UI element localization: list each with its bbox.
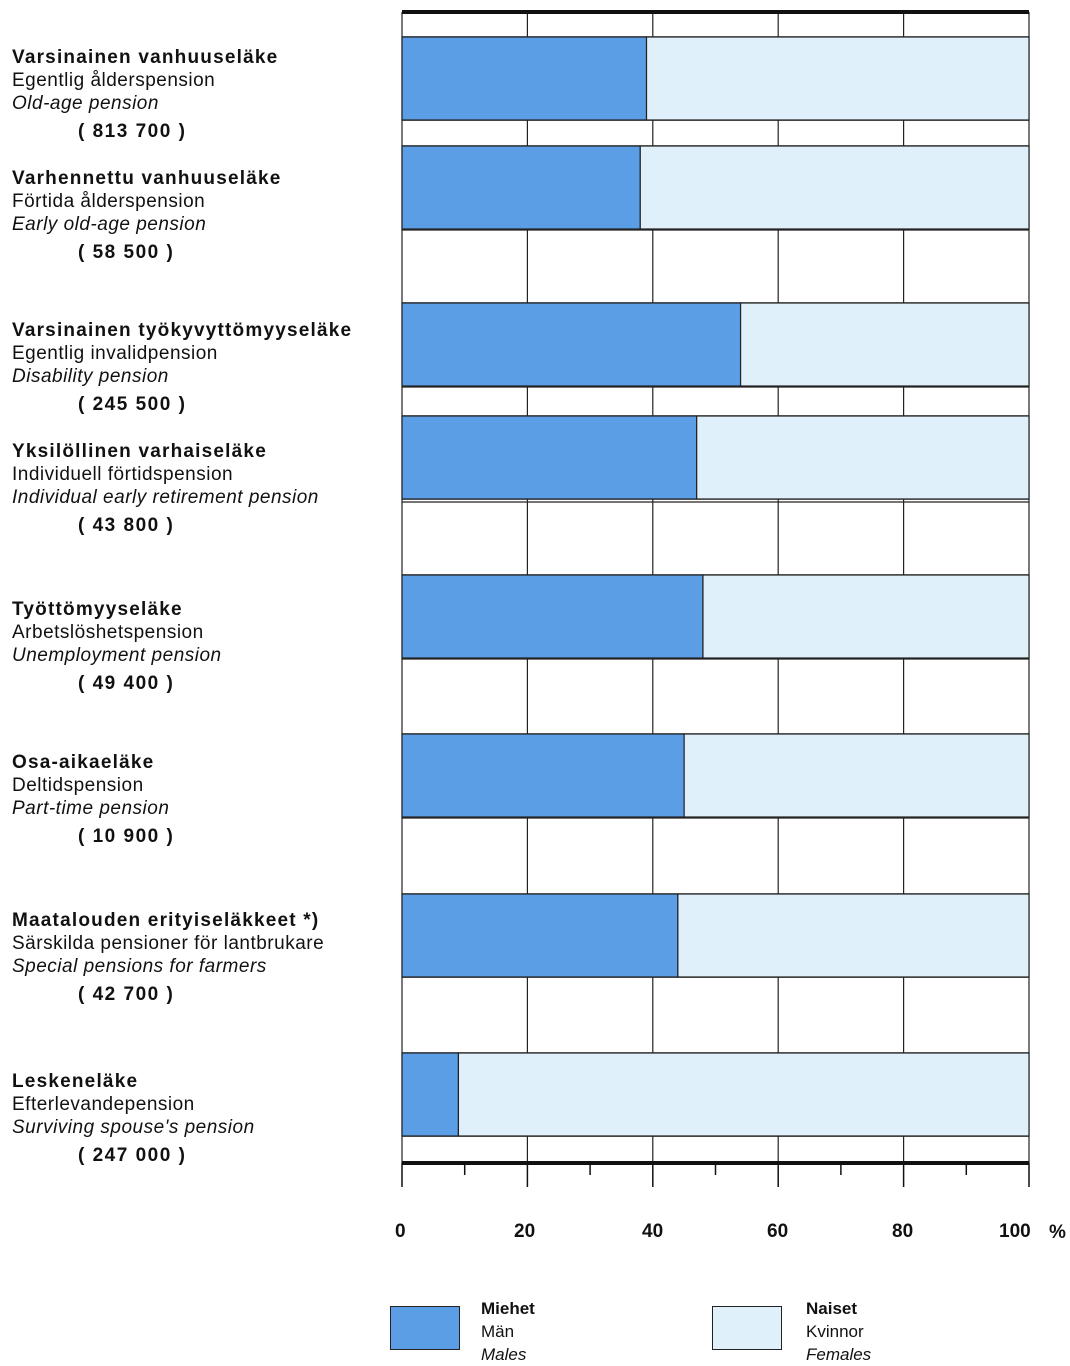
category-label-finnish: Varsinainen vanhuuseläke [12,47,279,68]
category-label-english: Old-age pension [12,93,159,114]
category-label: Leskeneläke Efterlevandepension Surviving … [12,1070,397,1167]
legend-label-finnish: Miehet [481,1299,535,1318]
x-tick-label: 80 [892,1221,914,1242]
category-label-swedish: Egentlig ålderspension [12,70,216,91]
category-label-swedish: Egentlig invalidpension [12,343,218,364]
category-count: ( 43 800 ) [78,515,175,536]
bar-females [696,415,1030,500]
category-label-swedish: Individuell förtidspension [12,464,234,485]
bar-females [702,574,1030,659]
category-label-finnish: Varsinainen työkyvyttömyyseläke [12,320,353,341]
category-label: Osa-aikaeläke Deltidspension Part-time pen… [12,751,397,848]
category-label-swedish: Deltidspension [12,775,144,796]
bar-females [645,36,1030,121]
category-label-english: Special pensions for farmers [12,956,267,977]
bar-males [401,145,641,230]
category-label-finnish: Työttömyyseläke [12,599,183,620]
category-label: Työttömyyseläke Arbetslöshetspension Unemp… [12,598,397,695]
legend-label-english: Males [481,1345,527,1364]
x-axis-unit-label: % [1049,1222,1066,1243]
category-label-finnish: Leskeneläke [12,1071,139,1092]
category-count: ( 247 000 ) [78,1145,187,1166]
category-count: ( 42 700 ) [78,984,175,1005]
category-label: Varsinainen työkyvyttömyyseläke Egentlig … [12,319,397,416]
axis-layer [401,10,1030,1187]
bar-males [401,733,685,818]
x-tick-label: 60 [767,1221,789,1242]
bar-females [739,302,1030,387]
category-label: Varhennettu vanhuuseläke Förtida ålderspe… [12,167,397,264]
bar-males [401,415,698,500]
category-label-english: Early old-age pension [12,214,207,235]
legend-swatch [712,1306,782,1350]
category-label-english: Individual early retirement pension [12,487,319,508]
bar-males [401,1052,460,1137]
x-tick-label: 0 [395,1221,406,1242]
legend-label: Miehet Män Males [481,1297,535,1366]
category-label-swedish: Särskilda pensioner för lantbrukare [12,933,325,954]
x-tick-label: 40 [642,1221,664,1242]
category-label-swedish: Arbetslöshetspension [12,622,204,643]
category-label-swedish: Efterlevandepension [12,1094,195,1115]
legend-swatch [390,1306,460,1350]
legend-label-swedish: Kvinnor [806,1322,864,1341]
x-tick-label: 100 [999,1221,1031,1242]
bar-males [401,302,742,387]
category-count: ( 245 500 ) [78,394,187,415]
category-label-finnish: Yksilöllinen varhaiseläke [12,441,267,462]
category-label: Yksilöllinen varhaiseläke Individuell för… [12,440,397,537]
bar-females [683,733,1030,818]
category-label-swedish: Förtida ålderspension [12,191,206,212]
legend-label-swedish: Män [481,1322,515,1341]
bar-males [401,893,679,978]
category-count: ( 10 900 ) [78,826,175,847]
category-count: ( 58 500 ) [78,242,175,263]
legend-label-finnish: Naiset [806,1299,858,1318]
bar-layer [401,36,1030,1137]
x-tick-label: 20 [514,1221,536,1242]
category-count: ( 813 700 ) [78,121,187,142]
bar-females [639,145,1030,230]
category-label-finnish: Osa-aikaeläke [12,752,155,773]
bar-females [677,893,1030,978]
legend-label-english: Females [806,1345,872,1364]
category-label: Maatalouden erityiseläkkeet *) Särskilda … [12,909,397,1006]
category-count: ( 49 400 ) [78,673,175,694]
category-label-finnish: Maatalouden erityiseläkkeet *) [12,910,320,931]
category-label-english: Disability pension [12,366,169,387]
legend-label: Naiset Kvinnor Females [806,1297,871,1366]
category-label-english: Part-time pension [12,798,170,819]
category-label-english: Surviving spouse's pension [12,1117,255,1138]
category-label-finnish: Varhennettu vanhuuseläke [12,168,282,189]
bar-females [457,1052,1030,1137]
bar-males [401,36,648,121]
bar-males [401,574,704,659]
category-label: Varsinainen vanhuuseläke Egentlig åldersp… [12,46,397,143]
category-label-english: Unemployment pension [12,645,222,666]
